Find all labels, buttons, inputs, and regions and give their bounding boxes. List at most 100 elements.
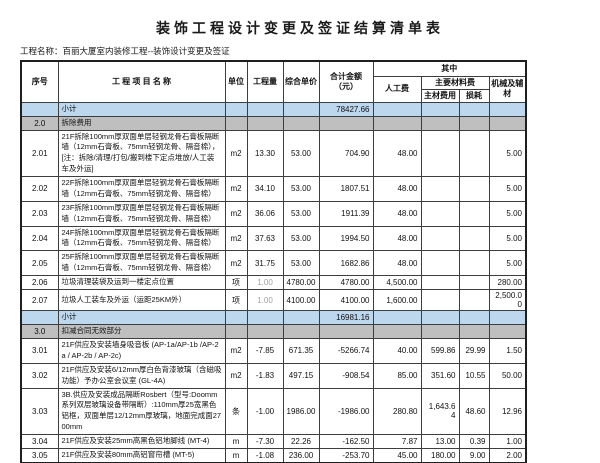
cell-machinery: 5.00 [488, 200, 527, 227]
cell-unit: m2 [224, 200, 248, 227]
cell-name: 3B.供应及安装成品隔断Rosbert（型号:Doomm系列双层玻璃设备带隔断）… [57, 387, 226, 435]
cell-material [420, 115, 460, 131]
cell-loss [458, 115, 490, 131]
cell-price: 53.00 [282, 200, 320, 227]
cell-total: 704.90 [318, 129, 374, 177]
cell-labor: 280.80 [372, 387, 422, 435]
cell-material: 180.00 [420, 447, 460, 463]
cell-loss: 48.60 [458, 387, 490, 435]
cell-seq: 3.03 [20, 387, 59, 435]
cell-price: 4100.00 [282, 289, 320, 311]
table-row: 3.04 21F供应及安装25mm高黑色铝地脚线 (MT-4) m -7.30 22.2… [20, 434, 527, 449]
table-body: 小计 78427.66 2.0 拆除费用 2.01 21F拆除100mm厚双面单层轻钢龙骨… [20, 101, 527, 463]
cell-name: 21F供应及安装6/12mm厚白色背漆玻璃（含磁吸功能）予办公室会议室 (GL-… [57, 362, 226, 389]
cell-loss [458, 225, 490, 252]
cell-labor [372, 324, 422, 339]
cell-qty: 1.00 [246, 275, 284, 290]
cell-labor: 48.00 [372, 250, 422, 276]
cell-labor: 7.87 [372, 434, 422, 449]
cell-total: -162.50 [318, 434, 374, 449]
cell-name: 21F供应及安装墙身吸音板 (AP-1a/AP-1b /AP-2a / AP-2… [57, 338, 226, 364]
cell-seq: 3.01 [20, 338, 59, 364]
cell-name: 25F拆除100mm厚双面单层轻钢龙骨石膏板隔断墙（12mm石膏板、75mm轻钢… [57, 250, 226, 276]
cell-material [420, 275, 460, 290]
cell-seq [20, 310, 59, 325]
cell-labor: 48.00 [372, 200, 422, 227]
table-row: 2.03 23F拆除100mm厚双面单层轻钢龙骨石膏板隔断墙（12mm石膏板、75… [20, 200, 527, 227]
table-row: 2.01 21F拆除100mm厚双面单层轻钢龙骨石膏板隔断墙（12mm石膏板、75… [20, 129, 527, 177]
cell-unit: m [224, 447, 248, 463]
cell-seq: 3.04 [20, 434, 59, 449]
cell-total [318, 324, 374, 339]
header-loss: 损耗 [458, 88, 490, 103]
cell-total: -1986.00 [318, 387, 374, 435]
page-title: 装饰工程设计变更及签证结算清单表 [156, 20, 444, 36]
cell-loss [458, 200, 490, 227]
table-row: 3.05 21F供应及安装80mm高铝窗帘槽 (MT-5) m -1.08 236.00… [20, 447, 527, 463]
table-row: 2.05 25F拆除100mm厚双面单层轻钢龙骨石膏板隔断墙（12mm石膏板、75… [20, 250, 527, 276]
cell-total: 16981.16 [318, 310, 374, 325]
cell-qty [246, 115, 284, 131]
table-row: 3.03 3B.供应及安装成品隔断Rosbert（型号:Doomm系列双层玻璃设备… [20, 387, 527, 435]
cell-price [282, 324, 320, 339]
cell-seq: 2.03 [20, 200, 59, 227]
cell-price: 4780.00 [282, 275, 320, 290]
cell-labor: 85.00 [372, 362, 422, 389]
cell-name: 21F供应及安装80mm高铝窗帘槽 (MT-5) [57, 447, 226, 463]
cell-price: 1986.00 [282, 387, 320, 435]
section-row: 3.0 扣减合同无效部分 [20, 324, 527, 339]
cell-machinery: 280.00 [488, 275, 527, 290]
cell-total: 1994.50 [318, 225, 374, 252]
cell-qty: 37.63 [246, 225, 284, 252]
cell-loss [458, 275, 490, 290]
header-seq: 序号 [20, 60, 59, 103]
cell-material [420, 101, 460, 117]
cell-machinery: 5.00 [488, 250, 527, 276]
cell-labor [372, 115, 422, 131]
header-unit-price: 综合单价 [282, 60, 320, 103]
cell-material: 13.00 [420, 434, 460, 449]
cell-price [282, 310, 320, 325]
cell-name: 扣减合同无效部分 [57, 324, 226, 339]
cell-material: 599.86 [420, 338, 460, 364]
cell-total: 4100.00 [318, 289, 374, 311]
cell-labor: 40.00 [372, 338, 422, 364]
cell-labor: 48.00 [372, 176, 422, 202]
cell-total: -908.54 [318, 362, 374, 389]
settlement-table: 序号 工 程 项 目 名 称 单位 工程量 综合单价 合计金额 （元） 其中 人… [20, 60, 527, 463]
cell-qty: 1.00 [246, 289, 284, 311]
cell-seq: 3.0 [20, 324, 59, 339]
cell-material [420, 176, 460, 202]
cell-machinery: 12.96 [488, 387, 527, 435]
header-quantity: 工程量 [246, 60, 284, 103]
cell-loss [458, 289, 490, 311]
cell-machinery [488, 101, 527, 117]
cell-price: 53.00 [282, 129, 320, 177]
cell-material [420, 129, 460, 177]
cell-name: 拆除费用 [57, 115, 226, 131]
cell-loss [458, 101, 490, 117]
cell-unit: m2 [224, 129, 248, 177]
cell-name: 小计 [57, 101, 226, 117]
cell-loss [458, 250, 490, 276]
table-row: 3.01 21F供应及安装墙身吸音板 (AP-1a/AP-1b /AP-2a / … [20, 338, 527, 364]
cell-labor: 48.00 [372, 225, 422, 252]
cell-material: 351.60 [420, 362, 460, 389]
cell-price: 53.00 [282, 176, 320, 202]
cell-unit: m [224, 434, 248, 449]
cell-material [420, 310, 460, 325]
cell-name: 22F拆除100mm厚双面单层轻钢龙骨石膏板隔断墙（12mm石膏板、75mm轻钢… [57, 176, 226, 202]
cell-labor: 1,600.00 [372, 289, 422, 311]
cell-machinery: 5.00 [488, 176, 527, 202]
cell-unit: m2 [224, 338, 248, 364]
header-material-cost: 主材费用 [420, 88, 460, 103]
cell-loss [458, 324, 490, 339]
cell-unit: m2 [224, 225, 248, 252]
table-row: 2.06 垃圾清理装袋及运到一楼定点位置项 1.00 4780.00 4780.00 4,… [20, 275, 527, 290]
cell-seq: 3.05 [20, 447, 59, 463]
cell-qty: 34.10 [246, 176, 284, 202]
cell-unit: m2 [224, 250, 248, 276]
cell-labor: 45.00 [372, 447, 422, 463]
cell-machinery: 50.00 [488, 362, 527, 389]
